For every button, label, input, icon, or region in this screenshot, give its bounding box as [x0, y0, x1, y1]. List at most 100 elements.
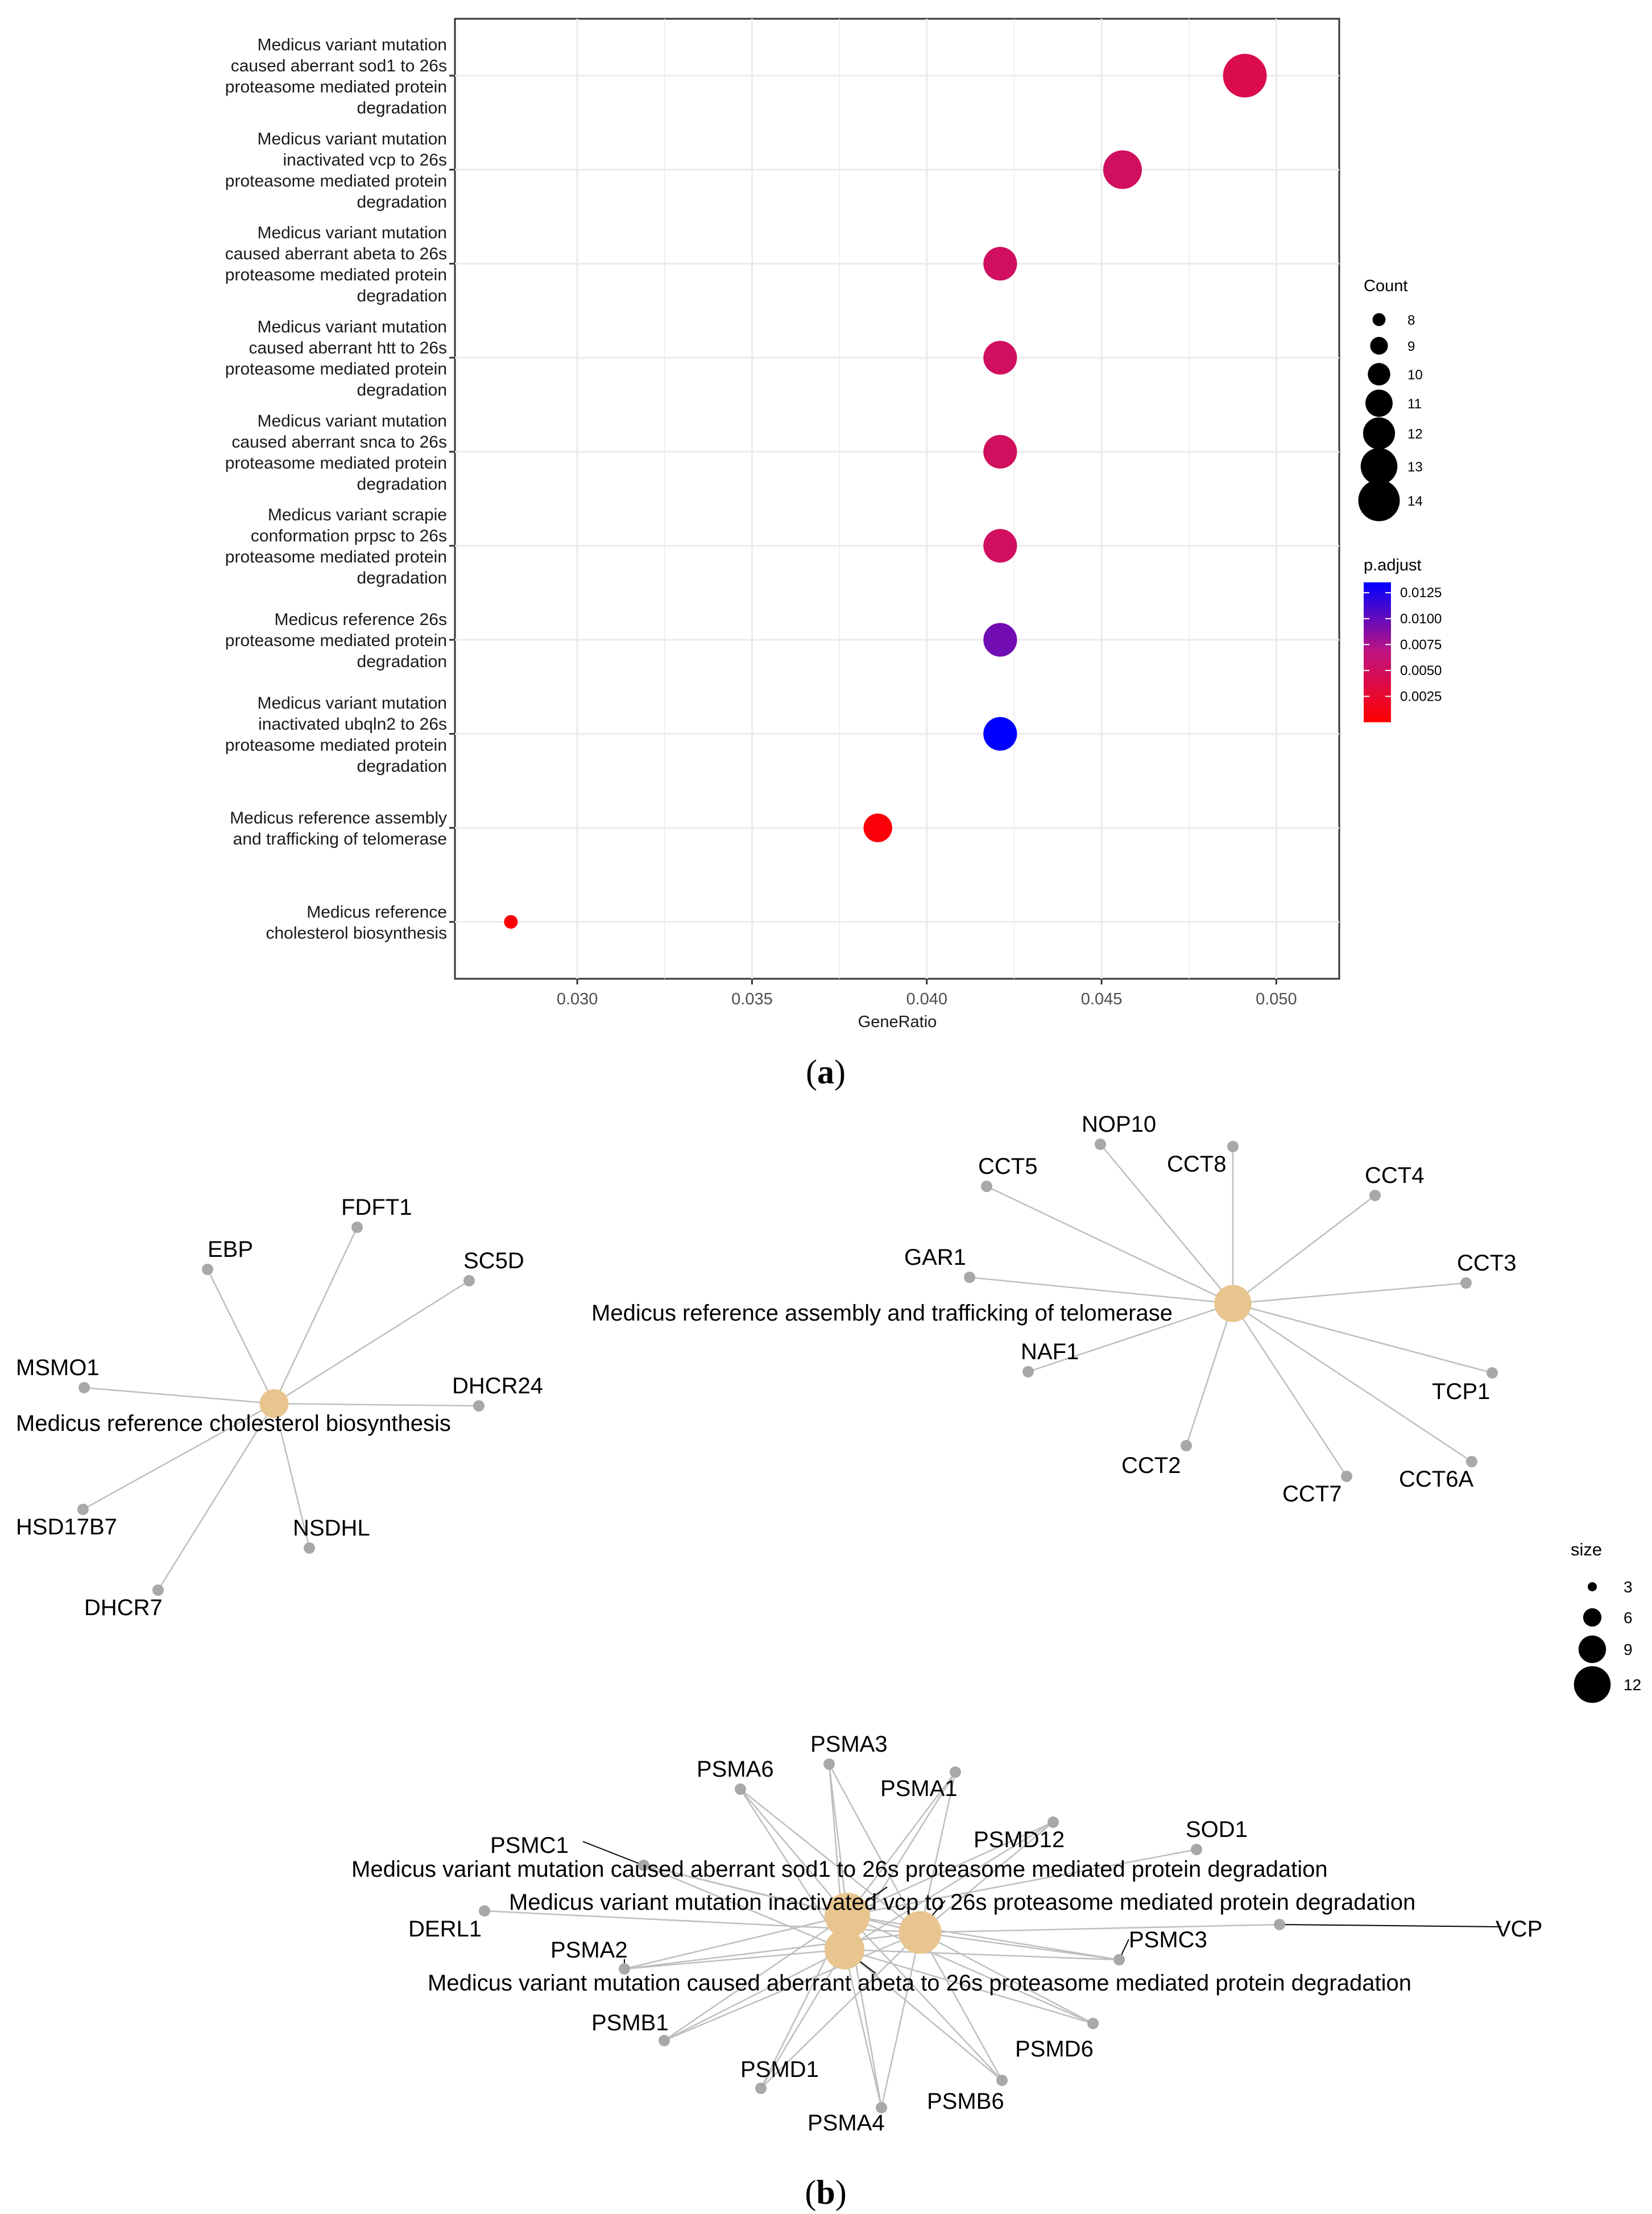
- padj-tick-label: 0.0100: [1400, 611, 1442, 627]
- padj-legend: p.adjust 0.0125 0.0100 0.0075 0.0050 0.0025: [1364, 556, 1442, 722]
- count-legend-label: 12: [1407, 427, 1423, 442]
- gene-label: PSMB1: [591, 2010, 669, 2035]
- panel-a-caption-letter: a: [817, 1053, 834, 1091]
- network-nodes: [77, 1139, 1498, 2113]
- gene-label: PSMA6: [697, 1757, 774, 1782]
- term-node: [259, 1389, 289, 1418]
- gene-node: [78, 1382, 90, 1393]
- gene-node: [950, 1766, 961, 1778]
- network-edge: [1185, 1303, 1234, 1446]
- network-edge: [1100, 1144, 1233, 1304]
- gene-label: PSMA4: [808, 2110, 885, 2136]
- y-tick-label: degradation: [357, 99, 447, 118]
- y-tick-label: caused aberrant snca to 26s: [231, 433, 447, 452]
- gene-label: PSMC3: [1129, 1927, 1207, 1952]
- gene-node: [77, 1504, 89, 1515]
- network-labels: EBP FDFT1 SC5D MSMO1 DHCR24 HSD17B7 NSDHL DHCR7…: [16, 1112, 1542, 2136]
- gene-node: [638, 1860, 649, 1871]
- padj-tick-label: 0.0025: [1400, 689, 1442, 704]
- network-edge: [847, 1848, 1197, 1917]
- network-edge: [847, 1914, 1094, 2025]
- network-edge: [844, 1949, 1003, 2081]
- network-panel: EBP FDFT1 SC5D MSMO1 DHCR24 HSD17B7 NSDHL DHCR7…: [16, 1112, 1641, 2136]
- term-label: Medicus variant mutation caused aberrant…: [428, 1971, 1411, 1996]
- network-edge: [624, 1914, 848, 1970]
- gene-node: [202, 1264, 213, 1275]
- gene-label: PSMA1: [880, 1776, 958, 1801]
- y-tick-label: degradation: [357, 652, 447, 671]
- gene-node: [823, 1758, 835, 1770]
- y-tick-label: caused aberrant abeta to 26s: [225, 245, 447, 263]
- data-point: [983, 717, 1017, 751]
- size-legend: size 3 6 9 12: [1571, 1540, 1641, 1703]
- network-edge: [643, 1864, 845, 1951]
- network-edge: [84, 1387, 275, 1405]
- gene-node: [1466, 1456, 1477, 1467]
- gene-label: PSMC1: [490, 1833, 569, 1858]
- y-tick-label: proteasome mediated protein: [225, 172, 447, 191]
- data-point: [983, 623, 1017, 657]
- network-edge: [919, 1932, 1003, 2081]
- y-tick-label: Medicus variant mutation: [258, 412, 448, 431]
- panel-b-caption-close: ): [835, 2174, 847, 2211]
- gene-label: NOP10: [1082, 1112, 1156, 1137]
- data-point: [983, 529, 1017, 563]
- network-edge: [844, 1821, 1054, 1951]
- term-node: [1214, 1285, 1252, 1322]
- y-axis-labels: Medicus variant mutation caused aberrant …: [225, 36, 455, 943]
- padj-tick-label: 0.0075: [1400, 637, 1442, 652]
- gene-label: MSMO1: [16, 1355, 100, 1380]
- network-edge: [920, 1931, 1094, 2025]
- network-edge: [273, 1227, 358, 1404]
- network-edge: [274, 1402, 479, 1407]
- network-edge: [1232, 1302, 1493, 1374]
- network-edges: [82, 1144, 1502, 2108]
- data-point: [504, 915, 518, 929]
- y-tick-label: proteasome mediated protein: [225, 548, 447, 566]
- gene-node: [755, 2083, 767, 2094]
- y-tick-label: proteasome mediated protein: [225, 360, 447, 379]
- gene-node: [1095, 1139, 1106, 1150]
- y-tick-label: conformation prpsc to 26s: [251, 527, 447, 545]
- gene-node: [735, 1783, 746, 1795]
- count-legend-title: Count: [1364, 277, 1407, 295]
- y-tick-label: inactivated ubqln2 to 26s: [258, 715, 447, 734]
- gene-label: CCT3: [1457, 1251, 1516, 1276]
- gene-node: [659, 2035, 670, 2046]
- gene-node: [1191, 1844, 1202, 1855]
- network-edge: [920, 1923, 1280, 1934]
- gene-node: [473, 1400, 485, 1412]
- network-edge: [1232, 1303, 1348, 1477]
- panel-b-caption-open: (: [805, 2174, 816, 2211]
- gene-label: SC5D: [463, 1248, 524, 1273]
- padj-colorbar: [1364, 582, 1391, 722]
- x-axis: 0.030 0.035 0.040 0.045 0.050: [557, 979, 1297, 1008]
- term-label: Medicus reference assembly and trafficki…: [591, 1301, 1173, 1326]
- gene-label: PSMD1: [740, 2057, 819, 2082]
- term-node: [824, 1929, 865, 1970]
- gene-node: [152, 1584, 164, 1596]
- x-axis-title: GeneRatio: [858, 1013, 937, 1031]
- gene-label: CCT4: [1365, 1163, 1424, 1188]
- gene-node: [996, 2075, 1008, 2086]
- panel-b-caption: (b): [805, 2174, 846, 2211]
- y-tick-label: degradation: [357, 475, 447, 494]
- gene-node: [619, 1963, 630, 1975]
- gene-label: SOD1: [1186, 1817, 1248, 1842]
- data-point: [863, 813, 892, 842]
- gene-label: PSMD6: [1015, 2037, 1094, 2062]
- gene-label: FDFT1: [341, 1195, 412, 1220]
- network-edge: [919, 1772, 957, 1933]
- network-edge: [1028, 1302, 1233, 1373]
- y-tick-label: caused aberrant sod1 to 26s: [231, 57, 447, 76]
- network-edge: [760, 1949, 846, 2089]
- plot-area: [454, 18, 1340, 980]
- gene-label: PSMA2: [550, 1938, 628, 1963]
- gene-node: [351, 1222, 363, 1233]
- x-tick-label: 0.050: [1256, 990, 1297, 1008]
- x-tick-label: 0.035: [731, 990, 773, 1008]
- panel-b-caption-letter: b: [816, 2174, 835, 2211]
- x-tick-label: 0.030: [557, 990, 598, 1008]
- size-legend-title: size: [1571, 1540, 1602, 1559]
